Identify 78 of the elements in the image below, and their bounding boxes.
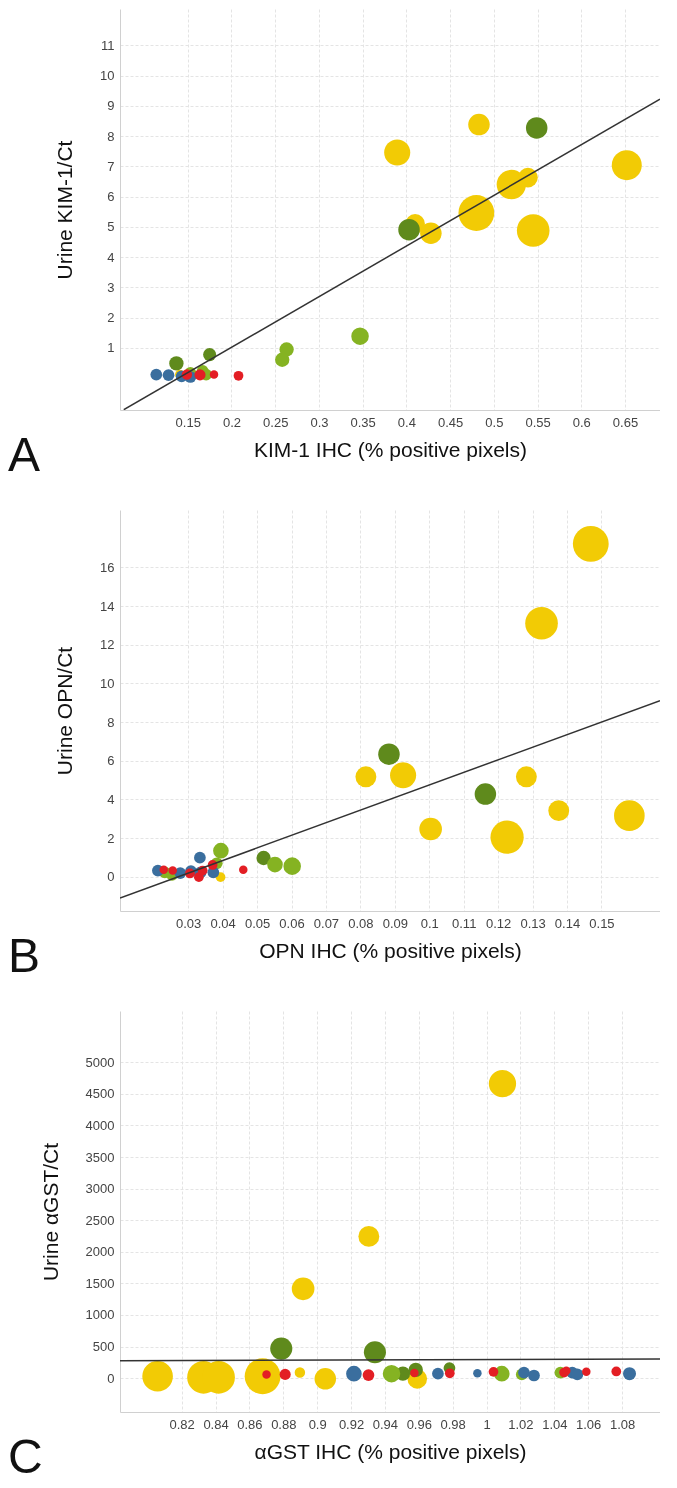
y-tick-label: 1500	[85, 1275, 115, 1291]
y-tick-label: 1	[107, 340, 115, 356]
y-tick-label: 8	[107, 128, 115, 144]
y-tick-label: 3000	[85, 1181, 115, 1197]
x-tick-label: 0.15	[175, 414, 201, 430]
x-tick-label: 0.06	[279, 915, 305, 931]
y-tick-label: 3	[107, 279, 115, 295]
x-tick-label: 0.65	[612, 414, 639, 430]
y-tick-label: 4	[107, 791, 115, 807]
x-tick-label: 0.11	[452, 915, 477, 931]
x-tick-label: 1.06	[576, 1416, 602, 1432]
y-tick-label: 4	[107, 249, 115, 265]
x-tick-label: 0.2	[222, 414, 242, 430]
x-tick-label: 0.15	[589, 915, 615, 931]
y-tick-label: 5	[107, 219, 115, 235]
x-tick-label: 1	[483, 1416, 491, 1432]
y-tick-label: 3500	[85, 1149, 115, 1165]
text: C	[8, 1430, 43, 1483]
y-tick-label: 10	[100, 675, 115, 691]
x-tick-label: 0.07	[313, 915, 340, 931]
y-tick-label: 8	[107, 714, 115, 730]
x-tick-label: 0.09	[382, 915, 408, 931]
y-tick-label: 10	[100, 68, 115, 84]
x-tick-label: 0.5	[485, 414, 504, 430]
x-tick-label: 1.08	[609, 1416, 636, 1432]
x-tick-label: 0.12	[485, 915, 512, 931]
y-tick-label: 16	[100, 559, 115, 575]
y-tick-label: 4500	[85, 1086, 115, 1102]
text: A	[8, 428, 41, 481]
x-tick-label: 0.98	[440, 1416, 466, 1432]
x-tick-label: 0.9	[308, 1416, 327, 1432]
y-axis-title: Urine αGST/Ct	[38, 1142, 62, 1282]
x-tick-label: 0.84	[203, 1416, 229, 1432]
y-axis-title: Urine KIM-1/Ct	[53, 140, 77, 280]
x-tick-label: 0.05	[244, 915, 271, 931]
y-tick-label: 1000	[85, 1307, 115, 1323]
x-tick-label: 0.08	[348, 915, 374, 931]
x-tick-label: 0.1	[420, 915, 439, 931]
x-tick-label: 0.86	[237, 1416, 263, 1432]
y-tick-label: 5000	[85, 1054, 115, 1070]
y-tick-label: 2	[107, 830, 115, 846]
x-tick-label: 0.96	[406, 1416, 432, 1432]
y-tick-label: 2500	[85, 1212, 115, 1228]
x-tick-label: 0.25	[263, 414, 289, 430]
x-tick-label: 0.13	[520, 915, 546, 931]
y-tick-label: 11	[101, 37, 115, 53]
x-tick-label: 0.4	[397, 414, 416, 430]
y-tick-label: 9	[107, 98, 115, 114]
y-axis-title: Urine OPN/Ct	[53, 646, 77, 776]
x-tick-label: 0.3	[310, 414, 329, 430]
text: B	[8, 929, 41, 982]
y-tick-label: 2000	[85, 1244, 115, 1260]
x-tick-label: 0.14	[554, 915, 581, 931]
y-tick-label: 14	[100, 598, 115, 614]
x-axis-title: αGST IHC (% positive pixels)	[254, 1439, 527, 1463]
y-tick-label: 12	[100, 637, 115, 653]
y-tick-label: 2	[107, 310, 115, 326]
x-tick-label: 0.45	[437, 414, 464, 430]
x-tick-label: 1.04	[542, 1416, 568, 1432]
x-tick-label: 0.82	[169, 1416, 195, 1432]
y-tick-label: 0	[107, 869, 115, 885]
y-tick-label: 6	[107, 189, 115, 205]
y-tick-label: 7	[107, 158, 115, 174]
x-tick-label: 1.02	[508, 1416, 534, 1432]
y-tick-label: 4000	[85, 1117, 115, 1133]
x-axis-title: OPN IHC (% positive pixels)	[259, 938, 522, 962]
x-tick-label: 0.92	[338, 1416, 365, 1432]
y-tick-label: 500	[92, 1339, 115, 1354]
x-tick-label: 0.55	[525, 414, 551, 430]
x-tick-label: 0.35	[350, 414, 376, 430]
x-axis-title: KIM-1 IHC (% positive pixels)	[253, 437, 528, 461]
x-tick-label: 0.94	[372, 1416, 399, 1432]
y-tick-label: 0	[107, 1370, 115, 1386]
y-tick-label: 6	[107, 753, 115, 769]
x-tick-label: 0.88	[271, 1416, 297, 1432]
x-tick-label: 0.6	[572, 414, 591, 430]
x-tick-label: 0.03	[176, 915, 202, 931]
x-tick-label: 0.04	[210, 915, 236, 931]
